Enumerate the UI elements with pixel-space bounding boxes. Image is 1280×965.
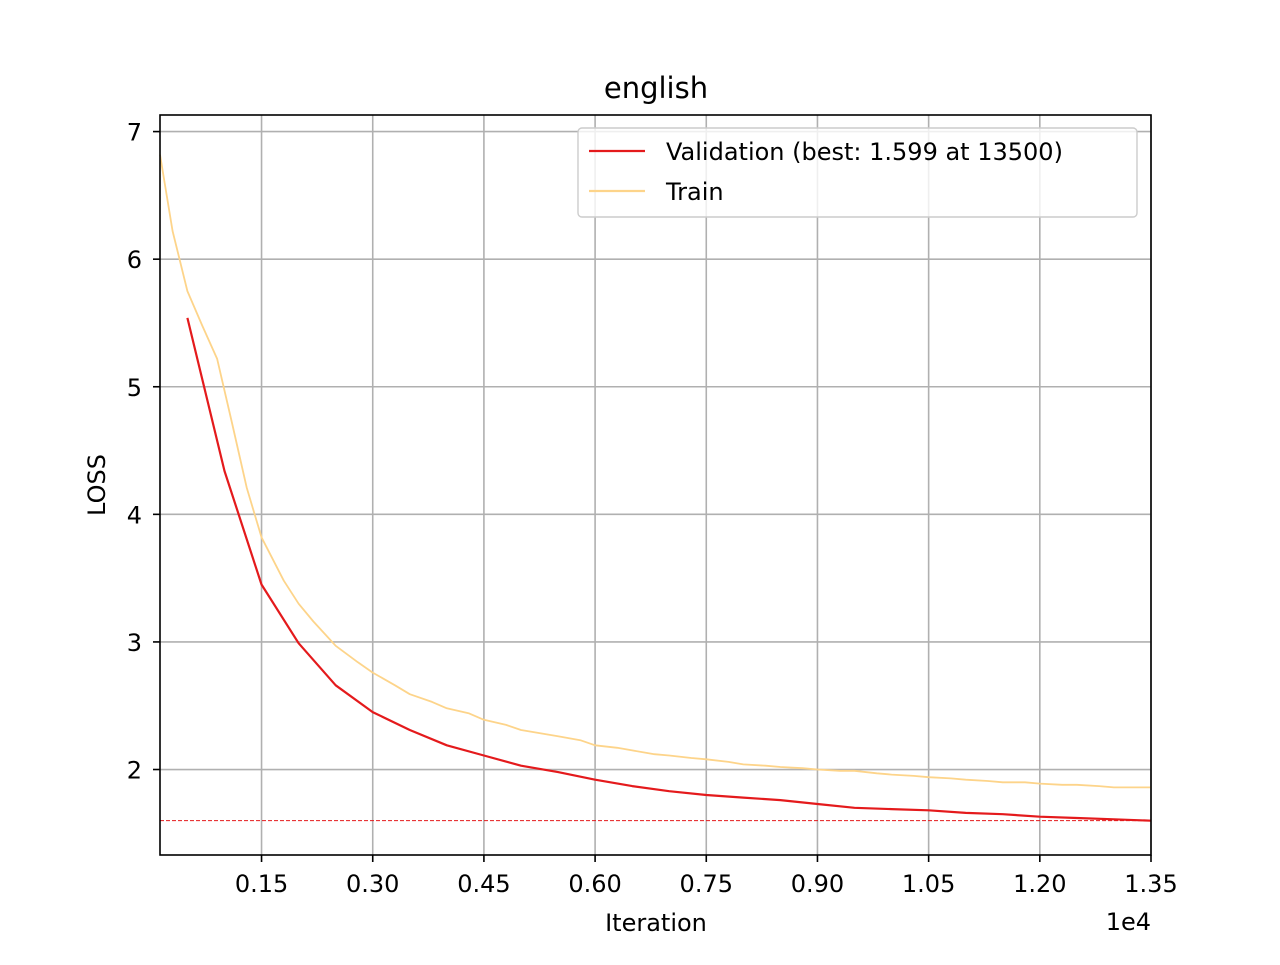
validation-series-line xyxy=(186,317,1152,822)
y-tick-label: 5 xyxy=(127,374,142,402)
x-tick-label: 1.20 xyxy=(1013,870,1066,898)
train-series-line xyxy=(159,154,1151,789)
y-tick-label: 7 xyxy=(127,119,142,147)
x-tick-label: 0.90 xyxy=(791,870,844,898)
x-axis-offset-label: 1e4 xyxy=(1106,908,1151,936)
y-tick-label: 6 xyxy=(127,246,142,274)
x-tick-label: 0.60 xyxy=(568,870,621,898)
y-tick-label: 3 xyxy=(127,629,142,657)
y-tick-label: 2 xyxy=(127,757,142,785)
x-tick-label: 1.35 xyxy=(1124,870,1177,898)
plot-area-frame xyxy=(159,114,1152,856)
x-axis-label: Iteration xyxy=(605,909,707,937)
chart-title: english xyxy=(604,71,708,105)
x-tick-label: 0.75 xyxy=(680,870,733,898)
y-tick-label: 4 xyxy=(127,501,142,529)
x-tick-label: 0.45 xyxy=(457,870,510,898)
x-tick-label: 0.15 xyxy=(235,870,288,898)
y-axis-ticks: 2 3 4 5 6 7 xyxy=(127,119,160,785)
legend: Validation (best: 1.599 at 13500) Train xyxy=(577,127,1138,218)
x-axis-ticks: 0.15 0.30 0.45 0.60 0.75 0.90 1.05 1.20 1.35 xyxy=(235,855,1178,898)
legend-box xyxy=(577,127,1138,218)
y-axis-label: LOSS xyxy=(83,454,111,516)
series-layer xyxy=(159,154,1152,822)
x-tick-label: 1.05 xyxy=(902,870,955,898)
legend-label-validation: Validation (best: 1.599 at 13500) xyxy=(666,138,1063,166)
legend-label-train: Train xyxy=(665,178,724,206)
x-tick-label: 0.30 xyxy=(346,870,399,898)
